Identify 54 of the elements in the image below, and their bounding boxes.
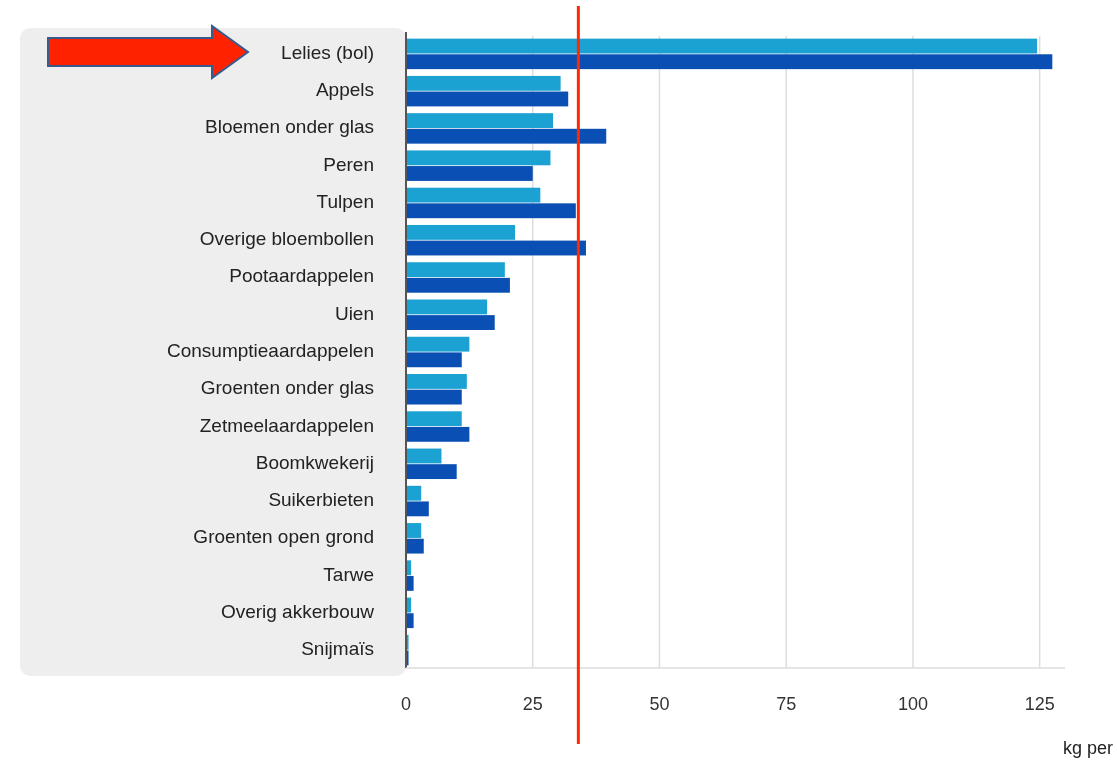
bar <box>406 448 442 464</box>
y-tick-label: Snijmaïs <box>301 638 374 660</box>
bar <box>406 203 576 219</box>
x-tick-label: 50 <box>649 694 670 714</box>
y-tick-label: Pootaardappelen <box>229 265 374 287</box>
y-tick-label: Groenten onder glas <box>200 377 374 399</box>
bar <box>406 389 462 405</box>
x-tick-label: 0 <box>400 694 412 714</box>
bar <box>406 352 462 368</box>
y-tick-label: Consumptieaardappelen <box>166 340 374 362</box>
y-tick-label: Peren <box>323 153 374 175</box>
y-tick-label: Overige bloembollen <box>199 228 374 250</box>
bar <box>406 426 470 442</box>
bar <box>406 224 515 240</box>
x-tick-label: 25 <box>522 694 543 714</box>
bar <box>406 575 414 591</box>
bar <box>406 240 586 256</box>
bar <box>406 299 488 315</box>
y-tick-label: Appels <box>315 79 374 101</box>
y-tick-label: Zetmeelaardappelen <box>199 414 374 436</box>
bar <box>406 166 533 181</box>
bar <box>406 464 457 480</box>
bar <box>406 38 1038 54</box>
bar <box>406 128 607 144</box>
bar <box>406 75 561 91</box>
bar <box>406 501 429 517</box>
bar <box>406 411 462 427</box>
y-tick-label: Groenten open grond <box>193 526 374 548</box>
x-tick-label: 100 <box>897 694 928 714</box>
y-tick-label: Bloemen onder glas <box>205 116 374 138</box>
bar <box>406 150 551 166</box>
y-tick-label: Overig akkerbouw <box>220 600 375 622</box>
y-tick-label: Suikerbieten <box>268 489 374 511</box>
bar <box>406 485 422 501</box>
bar <box>406 91 569 107</box>
bar <box>406 113 554 129</box>
y-tick-label: Tulpen <box>316 190 374 212</box>
bar <box>406 613 414 629</box>
x-tick-label: 125 <box>1024 694 1055 714</box>
x-axis-title: kg per <box>1062 738 1113 758</box>
bar <box>406 538 424 554</box>
bar <box>406 523 422 538</box>
bar <box>406 187 541 203</box>
y-tick-label: Boomkwekerij <box>255 451 374 473</box>
bar <box>406 336 470 352</box>
y-tick-label: Uien <box>334 302 374 324</box>
x-tick-label: 75 <box>776 694 797 714</box>
bar <box>406 262 505 278</box>
bar <box>406 277 510 293</box>
y-tick-label: Lelies (bol) <box>281 41 374 63</box>
bar <box>406 374 467 389</box>
y-tick-label: Tarwe <box>323 563 374 585</box>
bar <box>406 54 1053 70</box>
bar <box>406 315 495 330</box>
